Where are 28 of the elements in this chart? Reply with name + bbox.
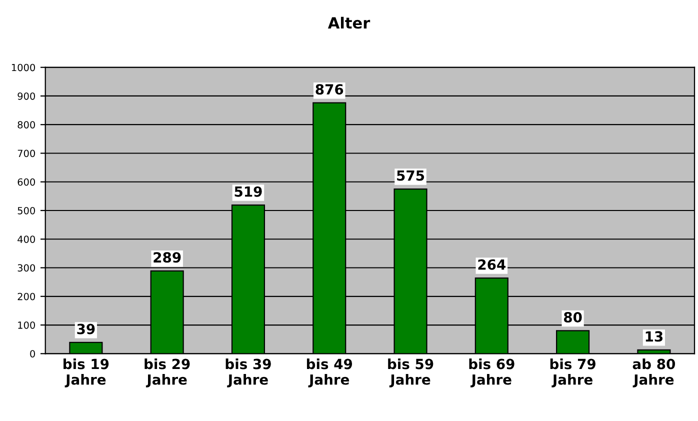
y-tick-label: 900 <box>18 92 35 100</box>
chart-title: Alter <box>328 16 370 29</box>
x-tick-label: bis 49 Jahre <box>306 358 352 388</box>
data-label: 264 <box>478 259 506 270</box>
data-label: 80 <box>564 312 582 322</box>
x-tick-label: bis 79 Jahre <box>550 358 596 388</box>
y-tick-label: 0 <box>30 350 35 358</box>
x-tick-label: ab 80 Jahre <box>632 358 676 388</box>
y-tick-label: 800 <box>18 121 35 128</box>
data-label: 289 <box>154 252 181 263</box>
data-label: 519 <box>234 186 262 197</box>
y-tick-label: 600 <box>18 178 35 186</box>
x-tick-label: bis 39 Jahre <box>226 358 271 388</box>
x-tick-label: bis 19 Jahre <box>64 358 109 388</box>
y-tick-label: 200 <box>18 292 35 300</box>
x-tick-label: bis 69 Jahre <box>469 358 514 388</box>
data-label: 876 <box>316 84 344 95</box>
data-label: 39 <box>77 324 95 334</box>
data-label: 575 <box>397 170 424 181</box>
y-tick-label: 100 <box>18 321 35 329</box>
y-tick-label: 700 <box>18 150 35 158</box>
y-tick-label: 400 <box>18 236 35 243</box>
y-tick-label: 300 <box>18 264 35 272</box>
y-tick-label: 500 <box>18 206 35 214</box>
x-tick-label: bis 29 Jahre <box>144 358 190 388</box>
x-tick-label: bis 59 Jahre <box>388 358 434 388</box>
data-label: 13 <box>646 331 662 342</box>
y-tick-label: 1000 <box>12 64 35 72</box>
